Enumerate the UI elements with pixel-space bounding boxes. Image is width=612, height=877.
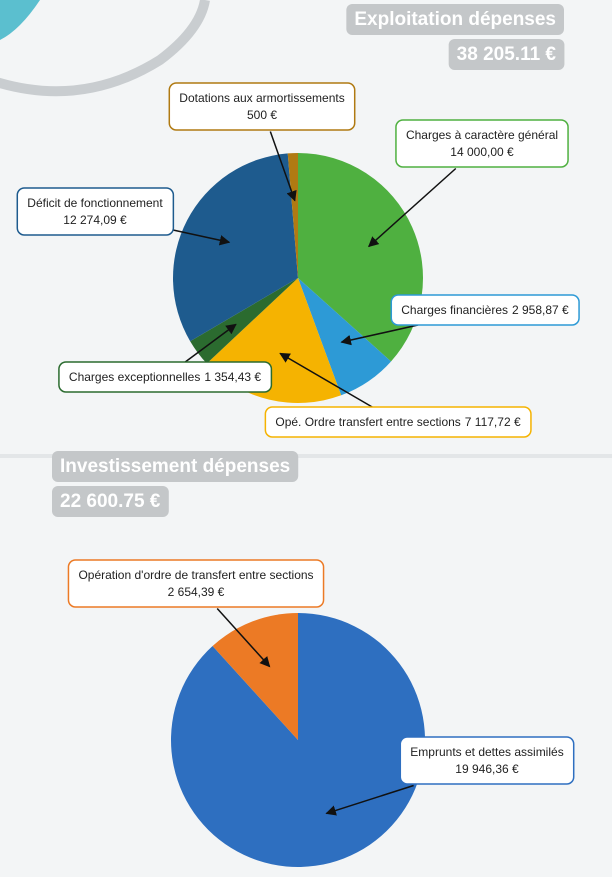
callout-label: Charges financières 2 958,87 € <box>401 303 569 317</box>
chart-title: Exploitation dépenses <box>354 9 556 30</box>
category-label: Charges financières <box>401 303 508 317</box>
title-group: 38 205.11 € <box>449 39 565 70</box>
callout: Opé. Ordre transfert entre sections 7 117… <box>265 407 531 437</box>
value-label: 19 946,36 € <box>455 762 519 776</box>
title-group: Exploitation dépenses <box>346 4 564 35</box>
category-label: Charges exceptionnelles <box>69 370 200 384</box>
category-label: Emprunts et dettes assimilés <box>410 745 563 759</box>
callout: Charges exceptionnelles 1 354,43 € <box>59 362 271 392</box>
callout: Dotations aux armortissements 500 € <box>169 83 354 130</box>
value-label: 7 117,72 € <box>465 415 521 429</box>
callout: Emprunts et dettes assimilés 19 946,36 € <box>400 737 573 784</box>
title-group: 22 600.75 € <box>52 486 169 517</box>
chart-title: Investissement dépenses <box>60 456 290 477</box>
value-label: 2 654,39 € <box>168 585 225 599</box>
chart-title: 22 600.75 € <box>60 491 161 512</box>
page: Exploitation dépenses 38 205.11 € Charges … <box>0 0 612 877</box>
callout: Déficit de fonctionnement 12 274,09 € <box>17 188 173 235</box>
value-label: 12 274,09 € <box>63 213 127 227</box>
callout: Charges financières 2 958,87 € <box>391 295 579 325</box>
category-label: Dotations aux armortissements <box>179 91 344 105</box>
category-label: Opération d'ordre de transfert entre sec… <box>78 568 313 582</box>
value-label: 500 € <box>247 108 277 122</box>
value-label: 1 354,43 € <box>204 370 261 384</box>
value-label: 14 000,00 € <box>450 145 514 159</box>
callout-label: Charges exceptionnelles 1 354,43 € <box>69 370 261 384</box>
callout: Charges à caractère général 14 000,00 € <box>396 120 568 167</box>
callout: Opération d'ordre de transfert entre sec… <box>68 560 323 607</box>
category-label: Déficit de fonctionnement <box>27 196 163 210</box>
category-label: Opé. Ordre transfert entre sections <box>275 415 460 429</box>
chart-title: 38 205.11 € <box>457 44 557 65</box>
title-group: Investissement dépenses <box>52 451 298 482</box>
value-label: 2 958,87 € <box>512 303 569 317</box>
category-label: Charges à caractère général <box>406 128 558 142</box>
callout-label: Opé. Ordre transfert entre sections 7 117… <box>275 415 521 429</box>
